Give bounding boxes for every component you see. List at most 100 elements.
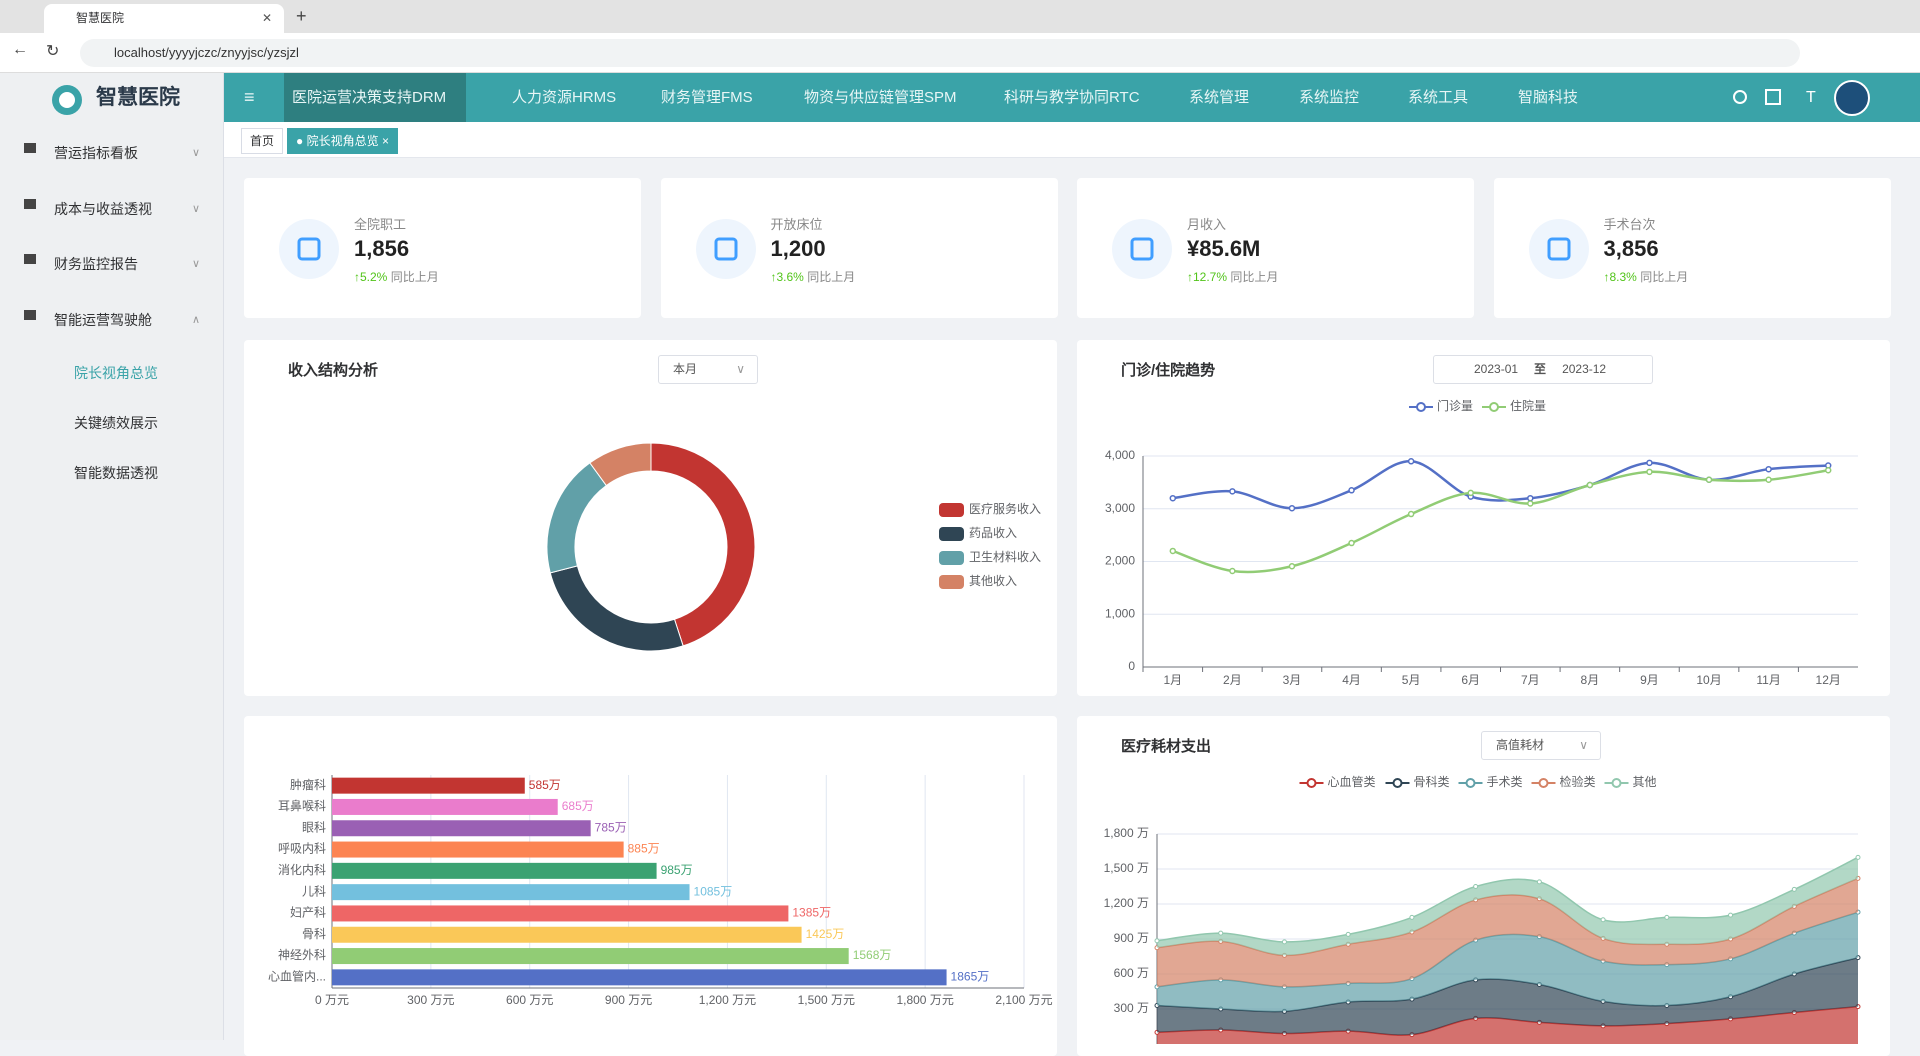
point: [1536, 879, 1542, 885]
legend-label: 药品收入: [969, 526, 1017, 540]
legend-marker: [1392, 778, 1403, 788]
point: [1646, 459, 1653, 467]
y-tick-label: 消化内科: [278, 863, 326, 877]
point: [1169, 494, 1177, 502]
nav-item[interactable]: 人力资源HRMS: [512, 89, 617, 106]
menu-toggle[interactable]: ≡: [244, 87, 255, 107]
tag-label: 院长视角总览: [306, 134, 379, 148]
point: [1765, 476, 1772, 483]
back-button[interactable]: ←: [12, 41, 28, 58]
stat-note: 同比上月: [1230, 270, 1279, 284]
point: [1154, 938, 1160, 944]
logo-text: 智慧医院: [96, 86, 180, 109]
value-label: 1385万: [792, 906, 831, 920]
legend-marker: [1465, 778, 1476, 788]
area: [1157, 1006, 1858, 1044]
x-tick-label: 2月: [1223, 673, 1242, 687]
legend-marker: [1489, 402, 1499, 412]
point: [1229, 488, 1236, 495]
legend-marker: [1416, 402, 1426, 412]
point: [1348, 539, 1355, 547]
menu-item[interactable]: 营运指标看板 ∨: [0, 128, 224, 178]
reload-button[interactable]: ↻: [46, 43, 60, 60]
dropdown[interactable]: 本月 ∨: [658, 355, 758, 384]
x-tick-label: 8月: [1581, 673, 1600, 687]
date-end: 2023-12: [1562, 362, 1607, 376]
stat-card: 开放床位 1,200 ↑3.6% 同比上月: [660, 178, 1058, 318]
chart-svg: 0 1,000 2,000 3,000 4,000 1月 2月 3月 4月 5月 6月 7月 8月 9月 1…: [1105, 398, 1858, 687]
new-tab[interactable]: +: [296, 6, 307, 26]
submenu-item[interactable]: 关键绩效展示: [74, 415, 158, 431]
submenu-item[interactable]: 智能数据透视: [74, 465, 158, 481]
y-tick-label: 骨科: [302, 927, 326, 941]
tab-close[interactable]: ✕: [261, 11, 272, 25]
menu-label: 成本与收益透视: [54, 201, 152, 217]
menu-item[interactable]: 智能运营驾驶舱 ∧: [0, 295, 224, 345]
pie-slice: [546, 462, 608, 574]
legend-label: 其他收入: [969, 574, 1017, 588]
y-tick-label: 儿科: [302, 884, 326, 898]
stat-icon: [1112, 219, 1172, 279]
point: [1169, 547, 1177, 555]
nav-item[interactable]: 科研与教学协同RTC: [1004, 89, 1140, 106]
stat-change-row: ↑8.3% 同比上月: [1604, 268, 1689, 285]
chevron: ∨: [191, 258, 200, 270]
x-tick-label: 11月: [1756, 673, 1780, 687]
y-tick-label: 300 万: [1114, 1001, 1149, 1015]
tag-active[interactable]: ● 院长视角总览 ×: [287, 128, 398, 154]
date-range[interactable]: 2023-01 至 2023-12: [1433, 355, 1653, 384]
y-tick-label: 眼科: [302, 820, 326, 834]
x-tick-label: 7月: [1521, 673, 1540, 687]
y-tick-label: 2,000: [1105, 554, 1135, 568]
nav-item[interactable]: 系统监控: [1299, 89, 1360, 106]
bar: [332, 862, 657, 879]
legend-label: 卫生材料收入: [969, 550, 1041, 564]
dropdown[interactable]: 高值耗材 ∨: [1481, 731, 1601, 760]
point: [1600, 917, 1606, 923]
y-tick-label: 0: [1128, 659, 1135, 673]
nav-item[interactable]: 财务管理FMS: [661, 89, 753, 106]
point: [1229, 567, 1236, 575]
nav-item[interactable]: 系统工具: [1408, 89, 1469, 106]
nav-item[interactable]: 系统管理: [1189, 89, 1250, 106]
bar: [332, 969, 947, 986]
nav-item[interactable]: 医院运营决策支持DRM: [292, 89, 447, 106]
x-tick-label: 900 万元: [605, 993, 652, 1007]
x-tick-label: 5月: [1402, 673, 1421, 687]
chart-title: 门诊/住院趋势: [1121, 362, 1216, 379]
submenu-item[interactable]: 院长视角总览: [74, 365, 158, 381]
menu-item[interactable]: 财务监控报告 ∨: [0, 239, 224, 289]
area-line: [1156, 856, 1859, 943]
point: [1705, 476, 1713, 483]
stat-value: 1,856: [354, 236, 410, 261]
series-line: [1172, 460, 1829, 510]
value-label: 885万: [628, 842, 660, 856]
legend-label: 心血管类: [1328, 774, 1376, 789]
x-tick-label: 6月: [1461, 673, 1480, 687]
x-tick-label: 600 万元: [506, 993, 553, 1007]
x-tick-label: 10月: [1696, 673, 1721, 687]
value-label: 985万: [661, 863, 693, 877]
browser-tab[interactable]: 智慧医院 ✕: [44, 4, 284, 33]
menu-item[interactable]: 成本与收益透视 ∨: [0, 184, 224, 234]
point: [1473, 884, 1479, 889]
chart-card: 门诊/住院趋势 2023-01 至 2023-12 0 1,000 2,000 3,000…: [1077, 340, 1890, 696]
stat-value: 3,856: [1603, 236, 1659, 261]
point: [1765, 465, 1772, 473]
nav-item[interactable]: 智脑科技: [1518, 89, 1579, 106]
top-nav: ≡ 医院运营决策支持DRM 人力资源HRMS 财务管理FMS 物资与供应链管理S…: [224, 73, 1920, 122]
stat-note: 同比上月: [390, 270, 439, 284]
nav-item[interactable]: 物资与供应链管理SPM: [804, 89, 957, 106]
legend-label: 其他: [1633, 775, 1657, 789]
tag[interactable]: 首页: [241, 128, 284, 154]
point: [1586, 481, 1594, 489]
tags-bar: 首页 ● 院长视角总览 ×: [224, 122, 1920, 158]
dropdown-label: 高值耗材: [1496, 738, 1545, 752]
chevron: ∨: [191, 203, 200, 215]
chart-title: 收入结构分析: [288, 362, 379, 379]
value-label: 785万: [595, 820, 627, 834]
date-sep: 至: [1534, 362, 1547, 376]
x-tick-label: 1月: [1163, 673, 1182, 687]
url-field[interactable]: localhost/yyyyjczc/znyyjsc/yzsjzl: [80, 39, 1800, 67]
